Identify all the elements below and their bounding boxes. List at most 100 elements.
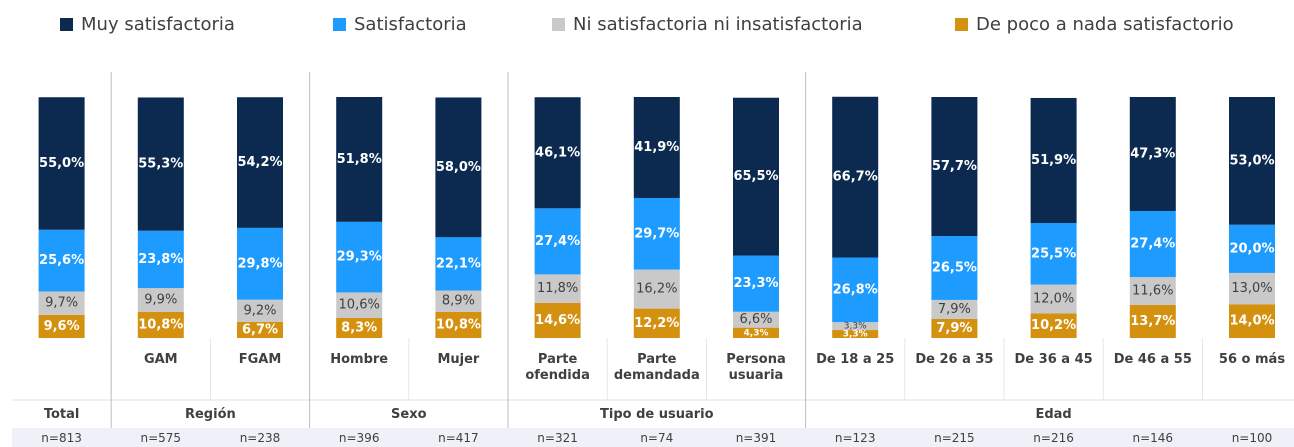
bar-segment (1229, 272, 1275, 305)
bar-segment (137, 230, 184, 289)
bar-segment (633, 308, 680, 338)
value-label: 10,8% (138, 317, 183, 332)
bar-segment (832, 257, 879, 323)
value-label: 20,0% (1229, 241, 1274, 256)
value-label: 29,3% (337, 250, 382, 265)
bar-segment (1229, 97, 1275, 225)
bar-segment (1229, 304, 1275, 338)
group-label: Sexo (391, 407, 427, 422)
value-label: 7,9% (936, 321, 972, 336)
value-label: 12,0% (1033, 291, 1074, 306)
bar-segment (237, 299, 283, 322)
value-label: 7,9% (938, 302, 971, 317)
n-label: n=396 (338, 431, 380, 445)
legend-swatch (955, 18, 968, 31)
n-label: n=575 (140, 431, 182, 445)
value-label: 12,2% (634, 316, 679, 331)
bar-segment (1030, 223, 1077, 285)
bar-segment (733, 327, 779, 338)
legend-label: De poco a nada satisfactorio (976, 14, 1234, 35)
legend-item: Ni satisfactoria ni insatisfactoria (552, 14, 863, 35)
n-label: n=216 (1033, 431, 1074, 445)
group-label: Edad (1035, 407, 1072, 422)
bar-segment (832, 96, 879, 258)
value-label: 9,7% (45, 296, 78, 311)
legend-item: Satisfactoria (333, 14, 467, 35)
bar-segment (1129, 97, 1176, 211)
value-label: 57,7% (932, 159, 977, 174)
bar-segment (931, 97, 978, 237)
value-label: 29,8% (237, 256, 282, 271)
legend-swatch (333, 18, 346, 31)
category-label: Parte ofendida (525, 352, 590, 383)
value-label: 10,6% (339, 298, 380, 313)
value-label: 14,6% (535, 313, 580, 328)
value-label: 26,5% (932, 260, 977, 275)
bar-segment (38, 314, 85, 338)
n-label: n=123 (834, 431, 876, 445)
value-label: 27,4% (535, 234, 580, 249)
value-label: 55,3% (138, 157, 183, 172)
value-label: 6,6% (739, 312, 772, 327)
category-label: Persona usuaria (726, 352, 786, 383)
n-label: n=321 (537, 431, 578, 445)
value-label: 65,5% (733, 169, 778, 184)
legend-label: Satisfactoria (354, 14, 467, 35)
category-label: GAM (143, 352, 178, 367)
value-label: 55,0% (39, 156, 84, 171)
bar-segment (633, 197, 680, 270)
bar-segment (38, 97, 85, 230)
bar-segment (137, 288, 184, 312)
bar-segment (336, 97, 383, 222)
bar-segment (137, 311, 184, 338)
bar-segment (1030, 284, 1077, 314)
value-label: 9,6% (44, 319, 80, 334)
value-label: 11,8% (537, 281, 578, 296)
value-label: 26,8% (833, 282, 878, 297)
group-label: Tipo de usuario (600, 407, 714, 422)
bar-segment (1030, 97, 1077, 224)
category-label: Hombre (330, 352, 389, 367)
bar-segment (336, 317, 383, 338)
value-label: 3,3% (843, 330, 868, 340)
bar-segment (435, 97, 482, 238)
bar-segment (38, 229, 85, 292)
value-label: 10,8% (436, 317, 481, 332)
value-label: 29,7% (634, 226, 679, 241)
bar-segment (931, 318, 978, 338)
bar-segment (137, 97, 184, 231)
value-label: 23,3% (733, 276, 778, 291)
value-label: 51,8% (337, 152, 382, 167)
bar-segment (733, 97, 779, 256)
value-label: 54,2% (237, 155, 282, 170)
value-label: 58,0% (436, 160, 481, 175)
group-label: Total (43, 407, 80, 422)
bar-segment (1030, 313, 1077, 338)
bar-segment (435, 290, 482, 312)
bar-segment (237, 227, 283, 300)
legend-label: Ni satisfactoria ni insatisfactoria (573, 14, 863, 35)
value-label: 8,3% (341, 320, 377, 335)
value-label: 8,9% (442, 294, 475, 309)
n-label: n=417 (438, 431, 479, 445)
category-label: De 26 a 35 (915, 352, 994, 367)
value-label: 4,3% (744, 328, 769, 338)
category-label: De 36 a 45 (1014, 352, 1093, 367)
n-label: n=215 (934, 431, 975, 445)
bar-segment (38, 291, 85, 315)
n-label: n=391 (735, 431, 777, 445)
category-label: De 46 a 55 (1113, 352, 1192, 367)
value-label: 6,7% (242, 322, 278, 337)
bar-segment (336, 221, 383, 293)
n-label: n=813 (41, 431, 82, 445)
value-label: 66,7% (833, 170, 878, 185)
value-label: 10,2% (1031, 318, 1076, 333)
bar-segment (1129, 304, 1176, 338)
category-label: De 18 a 25 (816, 352, 895, 367)
bar-segment (534, 97, 581, 209)
legend-item: De poco a nada satisfactorio (955, 14, 1234, 35)
bar-segment (237, 97, 283, 228)
legend-swatch (60, 18, 73, 31)
